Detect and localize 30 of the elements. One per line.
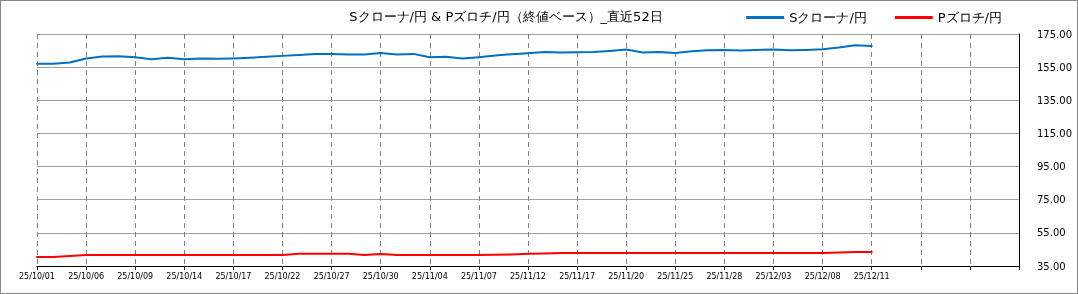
x-tick-label: 25/11/17 [559,271,596,281]
line-series [36,44,873,65]
y-tick-label: 35.00 [1037,260,1066,272]
x-tick-label: 25/11/07 [460,271,497,281]
x-tick-label: 25/12/11 [853,271,890,281]
x-tick-label: 25/11/04 [411,271,448,281]
x-tick-label: 25/11/20 [608,271,645,281]
x-tick-label: 25/11/25 [657,271,694,281]
x-tick-label: 25/10/09 [117,271,154,281]
y-tick-label: 115.00 [1037,127,1072,139]
y-tick-label: 95.00 [1037,161,1066,173]
y-tick-label: 135.00 [1037,94,1072,106]
y-tick-label: 175.00 [1037,28,1072,40]
legend-label: Pズロチ/円 [937,10,1003,25]
x-tick-label: 25/11/12 [510,271,546,281]
y-tick-label: 55.00 [1037,227,1066,239]
x-tick-label: 25/10/17 [215,271,252,281]
x-tick-label: 25/10/27 [313,271,350,281]
x-tick-label: 25/10/22 [264,271,301,281]
chart-title: Sクローナ/円 & Pズロチ/円（終値ベース）_直近52日 [349,9,663,24]
y-tick-label: 75.00 [1037,194,1066,206]
y-tick-label: 155.00 [1037,61,1072,73]
legend-label: Sクローナ/円 [789,10,867,25]
x-tick-label: 25/10/14 [166,271,203,281]
x-tick-label: 25/10/06 [68,271,105,281]
x-tick-label: 25/10/30 [362,271,399,281]
x-tick-label: 25/12/08 [804,271,841,281]
x-tick-label: 25/11/28 [706,271,743,281]
x-tick-label: 25/10/01 [19,271,55,281]
x-tick-label: 25/12/03 [755,271,792,281]
